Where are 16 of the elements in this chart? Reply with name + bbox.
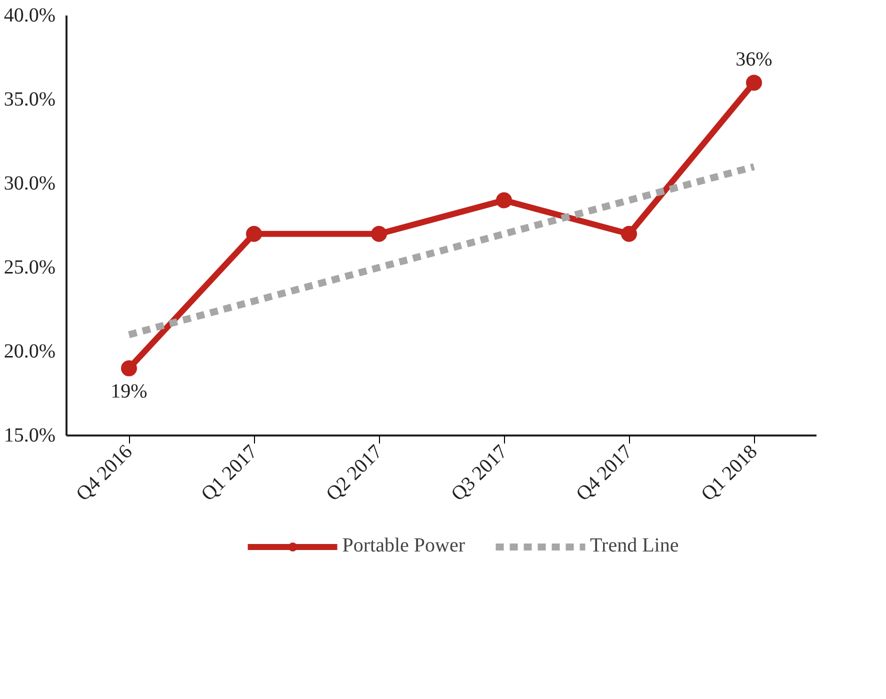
point: [746, 74, 762, 91]
y-tick-label: 30.0%: [4, 172, 56, 194]
point: [621, 226, 637, 242]
point: [371, 226, 387, 242]
data-label: 36%: [736, 48, 772, 71]
data-label: 19%: [110, 380, 148, 402]
point: [246, 226, 262, 242]
point: [496, 192, 512, 208]
y-tick-label: 15.0%: [4, 424, 56, 446]
y-tick-label: 20.0%: [4, 340, 56, 362]
legend-label: Trend Line: [590, 534, 679, 558]
point: [121, 360, 137, 376]
y-tick-label: 40.0%: [4, 4, 56, 26]
y-tick-label: 35.0%: [4, 88, 56, 110]
legend-label: Portable Power: [342, 534, 466, 558]
y-tick-label: 25.0%: [4, 256, 56, 278]
